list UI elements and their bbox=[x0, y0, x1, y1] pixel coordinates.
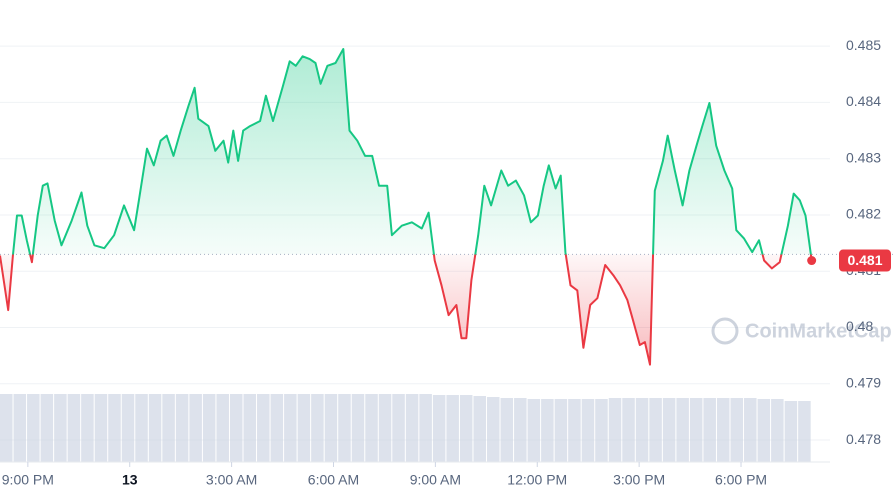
volume-bar bbox=[297, 394, 311, 462]
volume-bar bbox=[284, 394, 297, 462]
x-tick-label: 3:00 PM bbox=[613, 472, 665, 488]
y-tick-label: 0.48 bbox=[846, 318, 873, 334]
y-tick-label: 0.485 bbox=[846, 37, 881, 53]
x-tick-label: 12:00 PM bbox=[507, 472, 567, 488]
volume-bar bbox=[473, 396, 486, 462]
volume-bar bbox=[730, 398, 744, 462]
volume-bar bbox=[432, 395, 446, 462]
volume-bar bbox=[608, 398, 622, 462]
volume-bar bbox=[135, 394, 148, 462]
volume-bar bbox=[527, 399, 541, 462]
volume-bar bbox=[121, 394, 135, 462]
y-tick-label: 0.479 bbox=[846, 374, 881, 390]
volume-bars bbox=[0, 394, 811, 462]
volume-bar bbox=[703, 398, 716, 462]
volume-bar bbox=[175, 394, 189, 462]
volume-bar bbox=[798, 401, 811, 462]
volume-bar bbox=[784, 401, 798, 462]
x-tick-label: 6:00 PM bbox=[715, 472, 767, 488]
x-tick-label: 13 bbox=[122, 472, 138, 488]
volume-bar bbox=[67, 394, 81, 462]
volume-bar bbox=[365, 394, 378, 462]
watermark-logo bbox=[711, 317, 739, 345]
volume-bar bbox=[500, 398, 514, 462]
x-tick-label: 3:00 AM bbox=[206, 472, 257, 488]
volume-bar bbox=[649, 398, 662, 462]
volume-bar bbox=[81, 394, 94, 462]
volume-bar bbox=[757, 399, 771, 462]
volume-bar bbox=[189, 394, 202, 462]
volume-bar bbox=[216, 394, 229, 462]
volume-bar bbox=[202, 394, 216, 462]
x-tick-label: 9:00 AM bbox=[410, 472, 461, 488]
volume-bar bbox=[338, 394, 351, 462]
y-tick-label: 0.484 bbox=[846, 93, 881, 109]
volume-bar bbox=[162, 394, 175, 462]
price-area bbox=[0, 49, 812, 365]
volume-bar bbox=[446, 395, 459, 462]
volume-bar bbox=[378, 394, 392, 462]
volume-bar bbox=[514, 398, 527, 462]
volume-bar bbox=[229, 394, 243, 462]
y-tick-label: 0.483 bbox=[846, 149, 881, 165]
volume-bar bbox=[771, 399, 784, 462]
plot bbox=[0, 48, 895, 366]
axes: 0.478 0.479 0.48 0.481 0.482 0.483 0.484 0.485 9… bbox=[0, 37, 891, 488]
volume-bar bbox=[622, 398, 635, 462]
x-tick-label: 6:00 AM bbox=[308, 472, 359, 488]
volume-bar bbox=[270, 394, 284, 462]
last-price-badge bbox=[839, 249, 891, 272]
volume-bar bbox=[351, 394, 365, 462]
volume-bar bbox=[568, 399, 581, 462]
volume-bar bbox=[40, 394, 54, 462]
volume-bar bbox=[54, 394, 67, 462]
volume-bar bbox=[257, 394, 270, 462]
volume-bar bbox=[581, 399, 595, 462]
watermark-text: CoinMarketCap bbox=[745, 320, 892, 342]
volume-bar bbox=[744, 398, 757, 462]
volume-bar bbox=[554, 399, 568, 462]
last-price-dot bbox=[807, 256, 817, 266]
volume-bar bbox=[662, 398, 676, 462]
watermark: CoinMarketCap bbox=[711, 317, 892, 345]
volume-bar bbox=[689, 398, 703, 462]
volume-bar bbox=[459, 395, 473, 462]
volume-bar bbox=[324, 394, 338, 462]
volume-bar bbox=[243, 394, 257, 462]
y-tick-label: 0.478 bbox=[846, 431, 881, 447]
volume-bar bbox=[405, 394, 419, 462]
volume-bar bbox=[148, 394, 162, 462]
volume-bar bbox=[419, 394, 432, 462]
volume-bar bbox=[635, 398, 649, 462]
volume-bar bbox=[94, 394, 108, 462]
volume-bar bbox=[392, 394, 405, 462]
volume-bar bbox=[541, 399, 554, 462]
price-line bbox=[0, 48, 813, 366]
volume-bar bbox=[13, 394, 27, 462]
volume-bar bbox=[676, 398, 689, 462]
volume-bar bbox=[716, 398, 730, 462]
volume-bar bbox=[27, 394, 40, 462]
volume-bar bbox=[486, 397, 500, 462]
y-tick-label: 0.482 bbox=[846, 206, 881, 222]
volume-bar bbox=[311, 394, 324, 462]
last-price-label: 0.481 bbox=[847, 252, 882, 268]
x-tick-label: 9:00 PM bbox=[2, 472, 54, 488]
volume-bar bbox=[0, 394, 13, 462]
volume-bar bbox=[595, 399, 608, 462]
volume-bar bbox=[108, 394, 121, 462]
